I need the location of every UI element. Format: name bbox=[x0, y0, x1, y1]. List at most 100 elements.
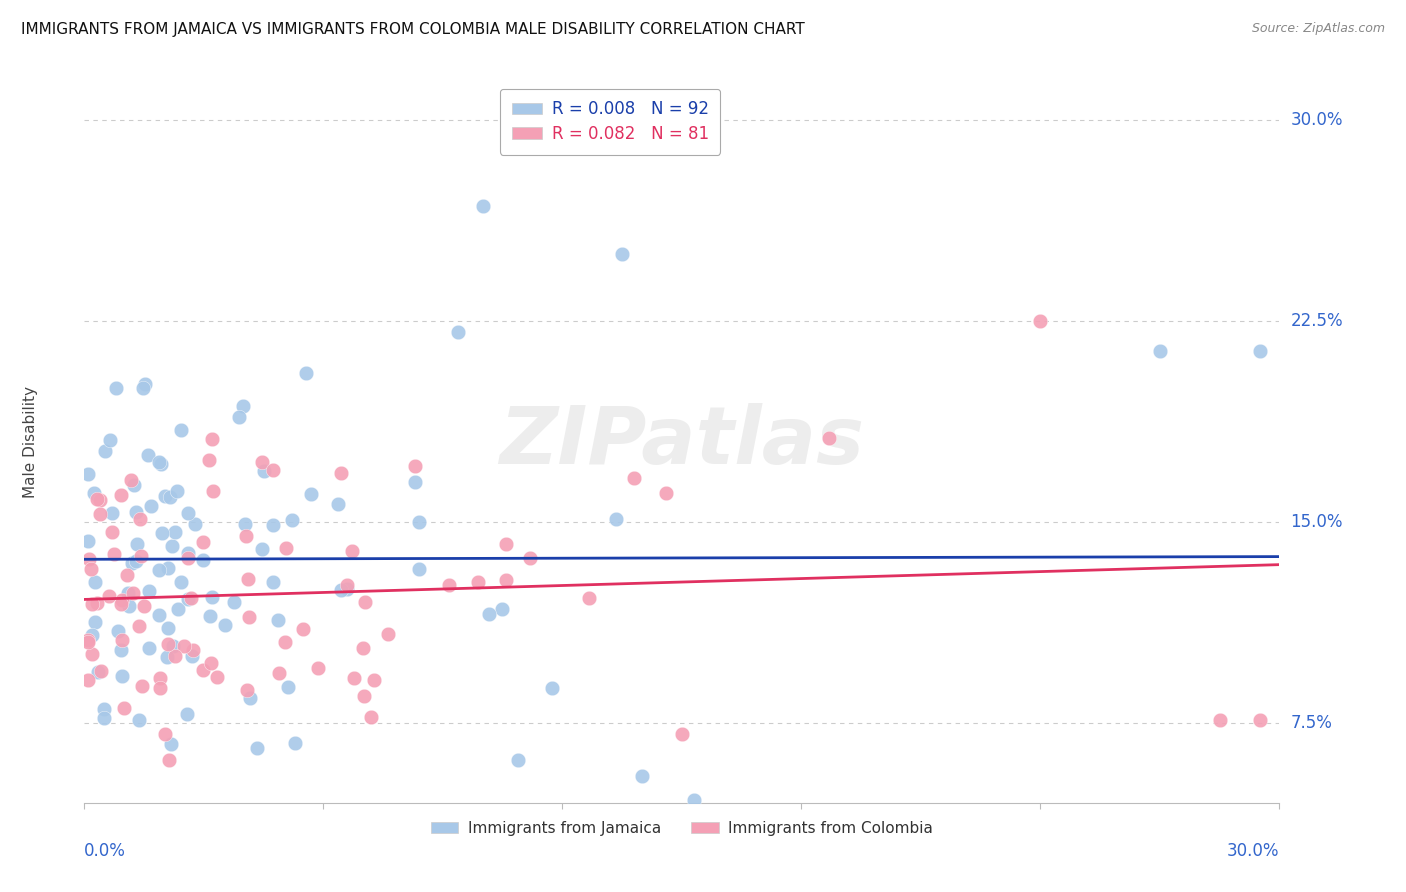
Point bbox=[690, 113, 713, 128]
Point bbox=[86, 596, 108, 610]
Point bbox=[157, 754, 180, 768]
Text: 22.5%: 22.5% bbox=[1291, 312, 1343, 330]
Point bbox=[201, 432, 224, 446]
Point bbox=[98, 589, 121, 603]
Point bbox=[132, 599, 155, 614]
Point bbox=[467, 574, 489, 589]
Point bbox=[84, 574, 107, 589]
Point bbox=[115, 568, 138, 582]
Point bbox=[307, 660, 329, 674]
Text: Source: ZipAtlas.com: Source: ZipAtlas.com bbox=[1251, 22, 1385, 36]
Point bbox=[277, 680, 299, 694]
Point bbox=[162, 539, 184, 553]
Point bbox=[236, 573, 259, 587]
Point bbox=[654, 485, 676, 500]
Point bbox=[98, 433, 121, 447]
Point bbox=[404, 475, 426, 489]
Point bbox=[120, 473, 142, 487]
Point bbox=[148, 563, 170, 577]
Point bbox=[343, 671, 366, 685]
Point bbox=[163, 648, 186, 663]
Point bbox=[122, 478, 145, 492]
Point bbox=[292, 622, 315, 636]
Point bbox=[134, 377, 156, 392]
Point bbox=[162, 639, 184, 653]
Point bbox=[1209, 713, 1232, 727]
Point bbox=[128, 512, 150, 526]
Point bbox=[83, 615, 105, 630]
Point bbox=[817, 431, 839, 445]
Point bbox=[276, 541, 298, 556]
Point bbox=[170, 574, 193, 589]
Point bbox=[157, 636, 180, 650]
Point bbox=[267, 613, 290, 627]
Point bbox=[235, 529, 257, 543]
Point bbox=[148, 608, 170, 623]
Point bbox=[160, 738, 183, 752]
Legend: Immigrants from Jamaica, Immigrants from Colombia: Immigrants from Jamaica, Immigrants from… bbox=[425, 815, 939, 842]
Point bbox=[191, 663, 214, 677]
Point bbox=[207, 670, 229, 684]
Point bbox=[101, 506, 124, 520]
Point bbox=[377, 626, 399, 640]
Point bbox=[198, 609, 221, 624]
Point bbox=[86, 492, 108, 507]
Point bbox=[519, 550, 541, 565]
Point bbox=[354, 595, 377, 609]
Point bbox=[122, 586, 145, 600]
Point bbox=[173, 639, 195, 653]
Point bbox=[360, 710, 382, 724]
Point bbox=[77, 632, 100, 647]
Point bbox=[446, 325, 468, 339]
Point bbox=[138, 641, 160, 656]
Point bbox=[77, 673, 100, 688]
Point bbox=[107, 624, 129, 638]
Point bbox=[250, 455, 273, 469]
Point bbox=[252, 464, 274, 478]
Point bbox=[508, 753, 530, 767]
Point bbox=[336, 578, 359, 592]
Point bbox=[125, 554, 148, 568]
Point bbox=[156, 649, 179, 664]
Point bbox=[111, 669, 134, 683]
Point bbox=[1249, 713, 1271, 727]
Text: Male Disability: Male Disability bbox=[22, 385, 38, 498]
Point bbox=[1149, 343, 1171, 358]
Point bbox=[201, 590, 224, 604]
Point bbox=[170, 423, 193, 437]
Point bbox=[267, 665, 290, 680]
Point bbox=[605, 511, 627, 525]
Point bbox=[167, 601, 190, 615]
Point bbox=[181, 648, 204, 663]
Point bbox=[437, 578, 460, 592]
Point bbox=[284, 735, 307, 749]
Point bbox=[198, 453, 221, 467]
Point bbox=[336, 582, 359, 597]
Text: 7.5%: 7.5% bbox=[1291, 714, 1333, 731]
Point bbox=[233, 516, 256, 531]
Point bbox=[250, 541, 273, 556]
Point bbox=[149, 671, 172, 685]
Point bbox=[153, 727, 176, 741]
Point bbox=[408, 515, 430, 529]
Point bbox=[80, 562, 103, 576]
Point bbox=[121, 557, 143, 571]
Text: IMMIGRANTS FROM JAMAICA VS IMMIGRANTS FROM COLOMBIA MALE DISABILITY CORRELATION : IMMIGRANTS FROM JAMAICA VS IMMIGRANTS FR… bbox=[21, 22, 804, 37]
Point bbox=[222, 594, 245, 608]
Point bbox=[138, 584, 160, 599]
Point bbox=[540, 681, 562, 695]
Point bbox=[125, 505, 148, 519]
Point bbox=[191, 553, 214, 567]
Point bbox=[326, 497, 349, 511]
Point bbox=[631, 769, 654, 783]
Point bbox=[181, 642, 204, 657]
Point bbox=[180, 591, 202, 606]
Point bbox=[228, 409, 250, 424]
Point bbox=[671, 727, 693, 741]
Point bbox=[623, 471, 645, 485]
Point bbox=[340, 544, 363, 558]
Text: 15.0%: 15.0% bbox=[1291, 513, 1343, 531]
Point bbox=[166, 484, 188, 499]
Point bbox=[80, 648, 103, 662]
Point bbox=[281, 513, 304, 527]
